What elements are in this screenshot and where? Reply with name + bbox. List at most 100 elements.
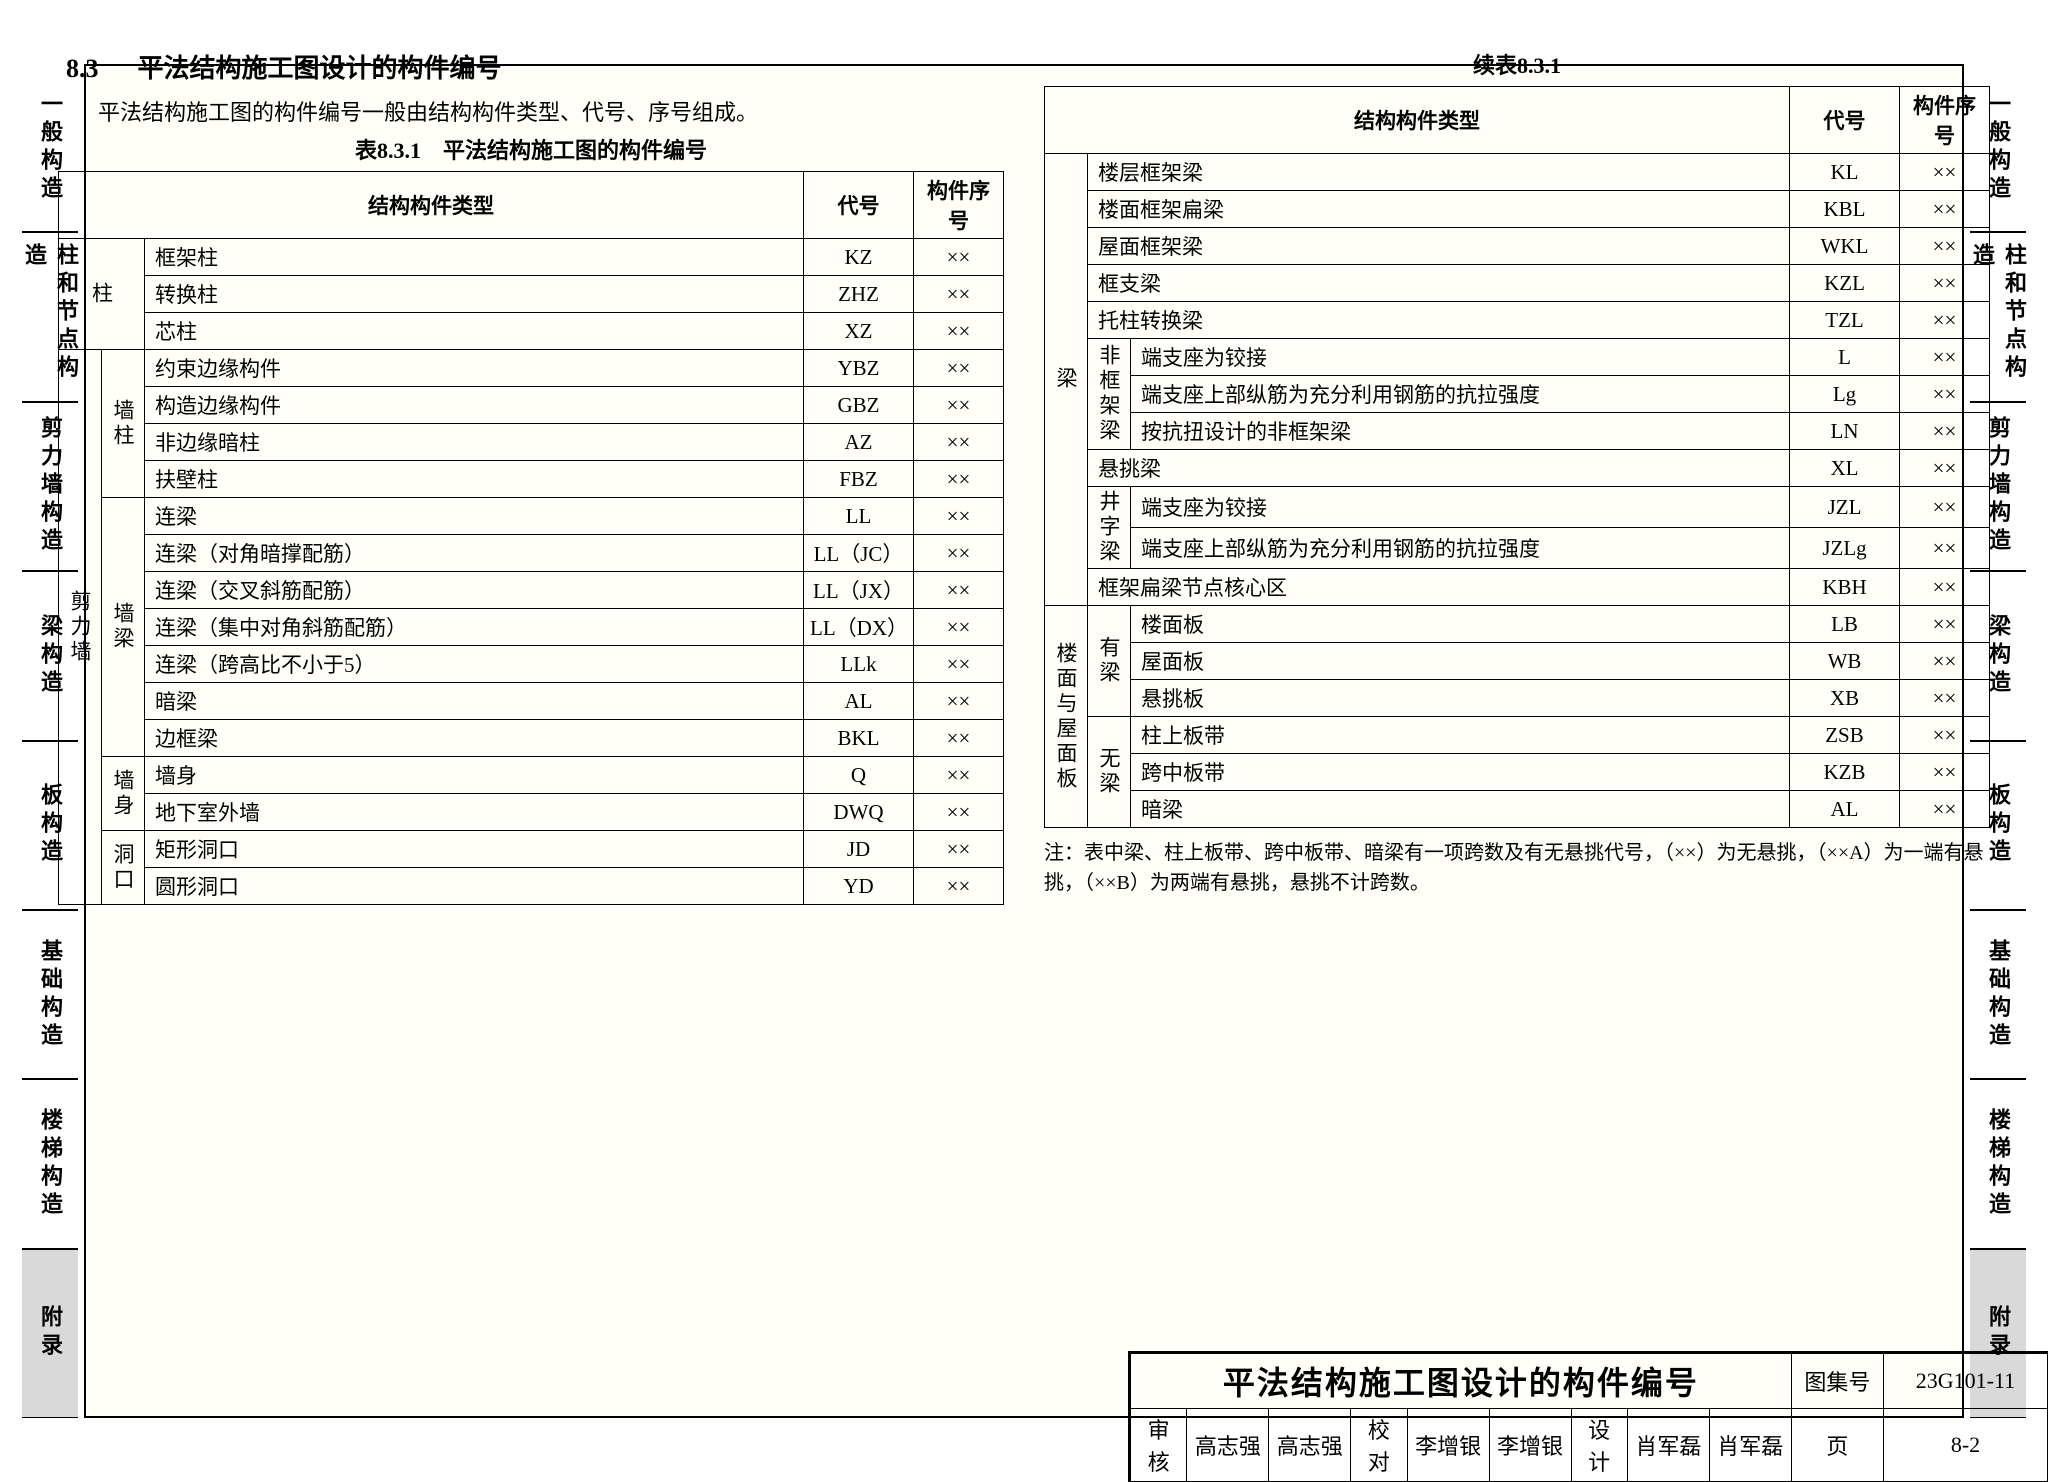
- code-cell: AZ: [804, 424, 914, 461]
- type-cell: 暗梁: [1131, 791, 1790, 828]
- seq-cell: ××: [1900, 376, 1990, 413]
- type-cell: 连梁: [145, 498, 804, 535]
- type-cell: 连梁（跨高比不小于5）: [145, 646, 804, 683]
- type-cell: 构造边缘构件: [145, 387, 804, 424]
- seq-cell: ××: [914, 646, 1004, 683]
- type-cell: 框架扁梁节点核心区: [1088, 569, 1790, 606]
- type-cell: 托柱转换梁: [1088, 302, 1790, 339]
- seq-cell: ××: [914, 868, 1004, 905]
- code-cell: LN: [1790, 413, 1900, 450]
- drawing-title: 平法结构施工图设计的构件编号: [1131, 1354, 1792, 1409]
- seq-cell: ××: [1900, 487, 1990, 528]
- code-cell: KZB: [1790, 754, 1900, 791]
- type-cell: 框架柱: [145, 239, 804, 276]
- seq-cell: ××: [914, 535, 1004, 572]
- code-cell: AL: [1790, 791, 1900, 828]
- type-cell: 端支座为铰接: [1131, 487, 1790, 528]
- th-type: 结构构件类型: [59, 172, 804, 239]
- code-cell: WKL: [1790, 228, 1900, 265]
- type-cell: 连梁（交叉斜筋配筋）: [145, 572, 804, 609]
- sig-check: 李增银: [1489, 1409, 1571, 1482]
- type-cell: 转换柱: [145, 276, 804, 313]
- type-cell: 柱上板带: [1131, 717, 1790, 754]
- seq-cell: ××: [1900, 528, 1990, 569]
- seq-cell: ××: [914, 794, 1004, 831]
- code-cell: DWQ: [804, 794, 914, 831]
- seq-cell: ××: [914, 424, 1004, 461]
- type-cell: 约束边缘构件: [145, 350, 804, 387]
- code-cell: GBZ: [804, 387, 914, 424]
- subgroup-label: 井字梁: [1088, 487, 1131, 569]
- seq-cell: ××: [1900, 717, 1990, 754]
- table-note: 注：表中梁、柱上板带、跨中板带、暗梁有一项跨数及有无悬挑代号，（××）为无悬挑，…: [1044, 838, 1990, 898]
- section-heading: 8.3 平法结构施工图设计的构件编号: [66, 48, 1004, 85]
- code-cell: XL: [1790, 450, 1900, 487]
- subgroup-label: 有梁: [1088, 606, 1131, 717]
- type-cell: 屋面板: [1131, 643, 1790, 680]
- subgroup-label: 非框架梁: [1088, 339, 1131, 450]
- val-review: 高志强: [1187, 1409, 1269, 1482]
- code-cell: WB: [1790, 643, 1900, 680]
- seq-cell: ××: [1900, 680, 1990, 717]
- code-cell: Q: [804, 757, 914, 794]
- type-cell: 连梁（对角暗撑配筋）: [145, 535, 804, 572]
- subgroup-label: 无梁: [1088, 717, 1131, 828]
- type-cell: 悬挑梁: [1088, 450, 1790, 487]
- val-check: 李增银: [1407, 1409, 1489, 1482]
- code-cell: KBL: [1790, 191, 1900, 228]
- code-cell: ZSB: [1790, 717, 1900, 754]
- type-cell: 地下室外墙: [145, 794, 804, 831]
- intro-text: 平法结构施工图的构件编号一般由结构构件类型、代号、序号组成。: [98, 95, 1004, 127]
- table2-caption: 续表8.3.1: [1044, 48, 1990, 80]
- page-label: 页: [1791, 1409, 1883, 1482]
- seq-cell: ××: [914, 757, 1004, 794]
- type-cell: 圆形洞口: [145, 868, 804, 905]
- seq-cell: ××: [1900, 450, 1990, 487]
- type-cell: 扶壁柱: [145, 461, 804, 498]
- seq-cell: ××: [914, 313, 1004, 350]
- lbl-review: 审核: [1131, 1409, 1187, 1482]
- seq-cell: ××: [914, 239, 1004, 276]
- lbl-check: 校对: [1351, 1409, 1407, 1482]
- type-cell: 端支座为铰接: [1131, 339, 1790, 376]
- code-cell: XZ: [804, 313, 914, 350]
- code-cell: JZL: [1790, 487, 1900, 528]
- group-label: 梁: [1045, 154, 1088, 606]
- set-label: 图集号: [1791, 1354, 1883, 1409]
- type-cell: 楼面框架扁梁: [1088, 191, 1790, 228]
- code-cell: LL: [804, 498, 914, 535]
- type-cell: 边框梁: [145, 720, 804, 757]
- type-cell: 连梁（集中对角斜筋配筋）: [145, 609, 804, 646]
- seq-cell: ××: [1900, 643, 1990, 680]
- seq-cell: ××: [914, 572, 1004, 609]
- type-cell: 按抗扭设计的非框架梁: [1131, 413, 1790, 450]
- code-cell: LB: [1790, 606, 1900, 643]
- type-cell: 端支座上部纵筋为充分利用钢筋的抗拉强度: [1131, 528, 1790, 569]
- seq-cell: ××: [1900, 339, 1990, 376]
- table1-caption: 表8.3.1 平法结构施工图的构件编号: [58, 133, 1004, 165]
- type-cell: 悬挑板: [1131, 680, 1790, 717]
- code-cell: XB: [1790, 680, 1900, 717]
- seq-cell: ××: [914, 350, 1004, 387]
- seq-cell: ××: [914, 720, 1004, 757]
- code-cell: LLk: [804, 646, 914, 683]
- page-value: 8-2: [1883, 1409, 2047, 1482]
- section-title-text: 平法结构施工图设计的构件编号: [138, 54, 502, 83]
- code-cell: LL（JC）: [804, 535, 914, 572]
- code-cell: LL（DX）: [804, 609, 914, 646]
- code-cell: FBZ: [804, 461, 914, 498]
- left-column: 8.3 平法结构施工图设计的构件编号 平法结构施工图的构件编号一般由结构构件类型…: [58, 30, 1004, 1362]
- table-1: 结构构件类型 代号 构件序号 柱框架柱 KZ ××转换柱 ZHZ ××芯柱 XZ…: [58, 171, 1004, 905]
- seq-cell: ××: [1900, 191, 1990, 228]
- right-column: 续表8.3.1 结构构件类型 代号 构件序号 梁楼层框架梁 KL ××楼面框架扁…: [1044, 30, 1990, 1362]
- seq-cell: ××: [1900, 265, 1990, 302]
- th-code: 代号: [804, 172, 914, 239]
- code-cell: Lg: [1790, 376, 1900, 413]
- code-cell: KZ: [804, 239, 914, 276]
- subgroup-label: 墙柱: [102, 350, 145, 498]
- subgroup-label: 墙身: [102, 757, 145, 831]
- th-code-2: 代号: [1790, 87, 1900, 154]
- seq-cell: ××: [1900, 302, 1990, 339]
- seq-cell: ××: [1900, 791, 1990, 828]
- type-cell: 非边缘暗柱: [145, 424, 804, 461]
